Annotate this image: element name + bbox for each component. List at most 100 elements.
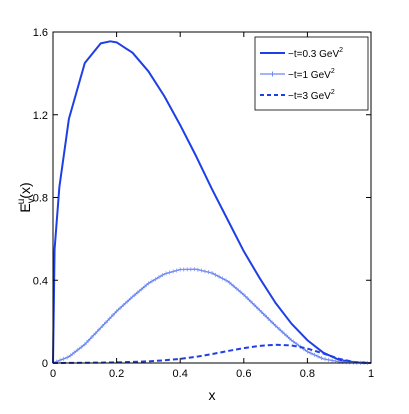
series-marker: [160, 273, 165, 278]
series-marker: [238, 289, 243, 294]
series-marker: [245, 296, 250, 301]
series-marker: [326, 357, 331, 362]
x-tick-label: 0.2: [109, 368, 124, 380]
series-marker: [312, 352, 317, 357]
series-marker: [227, 280, 232, 285]
series-marker: [270, 320, 275, 325]
series-marker: [202, 269, 207, 274]
series-marker: [142, 284, 147, 289]
series-marker: [86, 338, 91, 343]
series-marker: [96, 327, 101, 332]
x-tick-label: 1: [368, 368, 374, 380]
series-line-3: [52, 343, 372, 364]
series-marker: [199, 268, 204, 273]
series-marker: [185, 267, 190, 272]
series-line-2: [52, 268, 372, 364]
series-marker: [248, 299, 253, 304]
series-marker: [192, 267, 197, 272]
series-marker: [319, 356, 324, 361]
series-marker: [149, 279, 154, 284]
series-marker: [118, 306, 123, 311]
series-marker: [157, 275, 161, 280]
series-markers-2: [54, 267, 370, 365]
series-marker: [68, 353, 73, 358]
x-axis-label: x: [209, 387, 216, 403]
series-marker: [195, 267, 200, 272]
legend: −t=0.3 GeV2 −t=1 GeV2 −t=3 GeV2: [254, 36, 369, 111]
series-marker: [61, 356, 66, 361]
legend-marker: [270, 71, 275, 77]
series-marker: [284, 333, 289, 338]
ticks-layer: 0 0.2 0.4 0.6 0.8 1 0 0.4 0.8 1.2 1.6: [33, 27, 374, 380]
series-marker: [316, 354, 320, 359]
series-marker: [132, 293, 137, 298]
series-marker: [188, 267, 193, 272]
y-tick-label: 1.6: [33, 27, 48, 39]
series-marker: [93, 331, 98, 336]
series-marker: [79, 345, 84, 350]
series-marker: [213, 272, 218, 277]
series-marker: [294, 342, 299, 347]
y-tick-label: 1.2: [33, 110, 48, 122]
series-marker: [121, 302, 126, 307]
series-marker: [125, 299, 130, 304]
series-marker: [206, 270, 211, 275]
series-marker: [104, 320, 108, 325]
y-tick-label: 0.4: [33, 275, 48, 287]
x-tick-label: 0.8: [300, 368, 315, 380]
series-marker: [266, 316, 271, 321]
series-marker: [273, 323, 278, 328]
y-axis-label-text: Evu(x): [16, 182, 37, 212]
series-marker: [174, 268, 179, 273]
series-marker: [135, 290, 140, 295]
series-marker: [111, 312, 116, 317]
series-marker: [263, 313, 267, 318]
y-tick-label: 0: [42, 358, 48, 370]
series-marker: [89, 335, 94, 340]
series-marker: [171, 269, 176, 274]
series-marker: [167, 270, 172, 275]
x-tick-label: 0: [50, 368, 56, 380]
x-tick-label: 0.6: [236, 368, 251, 380]
series-marker: [153, 277, 158, 282]
series-marker: [231, 283, 236, 288]
series-marker: [305, 349, 310, 354]
series-marker: [291, 339, 296, 344]
y-tick-label: 0.8: [33, 193, 48, 205]
series-marker: [178, 267, 183, 272]
series-marker: [330, 358, 335, 363]
series-marker: [259, 309, 264, 314]
series-marker: [234, 286, 239, 291]
series-marker: [100, 323, 105, 328]
series-marker: [220, 276, 225, 281]
series-marker: [210, 271, 214, 276]
series-marker: [107, 316, 112, 321]
legend-label-1: −t=0.3 GeV2: [288, 47, 343, 60]
series-marker: [241, 292, 246, 297]
series-marker: [277, 326, 282, 331]
series-marker: [333, 359, 338, 364]
series-marker: [287, 336, 292, 341]
legend-label-2: −t=1 GeV2: [288, 68, 335, 81]
series-marker: [58, 358, 63, 363]
legend-label-3: −t=3 GeV2: [288, 89, 335, 102]
series-marker: [255, 306, 260, 311]
series-marker: [164, 271, 169, 276]
series-marker: [224, 278, 229, 283]
y-axis-label: Evu(x): [16, 182, 37, 212]
series-marker: [128, 296, 133, 301]
series-marker: [252, 303, 257, 308]
series-marker: [217, 274, 222, 279]
series-marker: [114, 309, 119, 314]
series-marker: [280, 330, 285, 335]
series-layer: [52, 40, 372, 365]
series-marker: [146, 281, 151, 286]
series-marker: [308, 351, 313, 356]
series-marker: [139, 287, 144, 292]
series-marker: [82, 342, 87, 347]
series-marker: [181, 267, 186, 272]
series-marker: [72, 350, 77, 355]
series-marker: [75, 347, 80, 352]
